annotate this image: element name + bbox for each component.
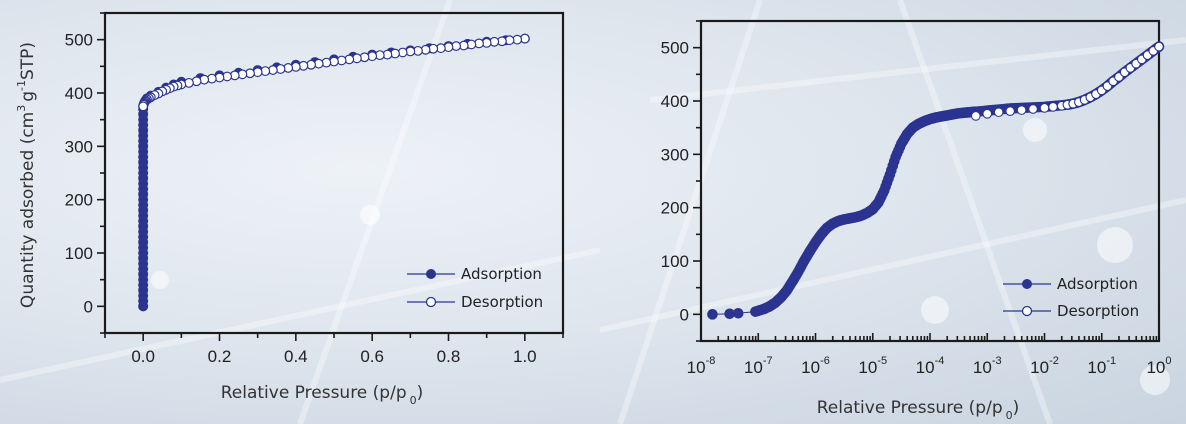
desorption-point <box>1016 105 1027 115</box>
x-axis-ticks: 10-8 10-7 10-6 10-5 10-4 10-3 10-2 10-1 100 <box>687 333 1172 377</box>
x-tick-label: 1.0 <box>513 347 537 366</box>
y-tick-label: 200 <box>65 191 93 210</box>
y-tick-label: 100 <box>661 252 689 271</box>
legend-item-desorption: Desorption <box>1003 302 1139 320</box>
y-tick-label: 100 <box>65 244 93 263</box>
desorption-point <box>138 101 149 112</box>
x-tick-label: 0.4 <box>284 347 308 366</box>
y-tick-label: 300 <box>661 145 689 164</box>
y-tick-label: 400 <box>65 84 93 103</box>
desorption-point <box>1028 104 1038 114</box>
y-tick-label: 0 <box>84 297 93 316</box>
plot-frame <box>699 19 1161 343</box>
plot-border <box>699 19 1161 343</box>
desorption-point <box>1005 106 1016 116</box>
desorption-point <box>1048 102 1058 112</box>
y-tick-label: 300 <box>65 137 93 156</box>
adsorption-point <box>707 309 718 320</box>
desorption-point <box>970 111 981 121</box>
y-tick-label: 500 <box>661 39 689 58</box>
x-tick-label: 0.2 <box>208 347 232 366</box>
x-tick-label: 0.6 <box>360 347 384 366</box>
data-series <box>707 41 1165 320</box>
legend-item-adsorption: Adsorption <box>407 265 542 283</box>
y-tick-label: 500 <box>65 31 93 50</box>
x-tick-label: 100 <box>1146 355 1171 377</box>
desorption-point <box>993 107 1004 118</box>
x-tick-label: 10-8 <box>687 355 716 377</box>
data-series <box>138 33 530 312</box>
x-tick-label: 0.0 <box>131 347 155 366</box>
x-tick-label: 10-2 <box>1030 355 1059 377</box>
legend: Adsorption Desorption <box>1003 275 1139 320</box>
x-tick-label: 10-1 <box>1087 355 1116 377</box>
y-tick-label: 400 <box>661 92 689 111</box>
x-tick-label: 10-6 <box>801 355 830 377</box>
x-axis-ticks: 0.0 0.2 0.4 0.6 0.8 1.0 <box>104 333 564 366</box>
x-axis-title: Relative Pressure (p/p 0) <box>817 398 1020 422</box>
y-axis-title: Quantity adsorbed (cm3g-1STP) <box>15 42 38 308</box>
x-tick-label: 10-5 <box>858 355 887 377</box>
legend-label: Adsorption <box>1057 275 1138 293</box>
isotherm-linear-chart: 0 100 200 300 400 500 0.0 0.2 0.4 0.6 0.8 1.0 Quan… <box>15 11 565 407</box>
x-axis-title: Relative Pressure (p/p 0) <box>221 383 424 407</box>
y-axis-ticks: 0 100 200 300 400 500 <box>65 12 105 334</box>
adsorption-point <box>732 307 744 319</box>
y-axis-ticks: 0 100 200 300 400 500 <box>661 20 701 342</box>
x-tick-label: 10-3 <box>973 355 1002 377</box>
desorption-point <box>982 108 993 119</box>
legend-label: Desorption <box>1057 302 1139 320</box>
open-circle-marker-icon <box>1021 305 1033 317</box>
x-tick-label: 0.8 <box>437 347 461 366</box>
x-tick-label: 10-7 <box>744 355 773 377</box>
legend-item-adsorption: Adsorption <box>1003 275 1138 293</box>
legend-item-desorption: Desorption <box>407 293 543 311</box>
y-tick-label: 0 <box>680 305 689 324</box>
desorption-point <box>1154 41 1164 52</box>
legend-label: Desorption <box>461 293 543 311</box>
filled-circle-marker-icon <box>1022 279 1032 289</box>
legend-label: Adsorption <box>461 265 542 283</box>
desorption-point <box>1039 103 1050 113</box>
legend: Adsorption Desorption <box>407 265 543 311</box>
y-tick-label: 200 <box>661 199 689 218</box>
series-desorption <box>138 33 530 112</box>
series-desorption <box>970 41 1164 121</box>
x-tick-label: 10-4 <box>916 355 945 377</box>
open-circle-marker-icon <box>425 296 437 308</box>
filled-circle-marker-icon <box>426 269 436 279</box>
